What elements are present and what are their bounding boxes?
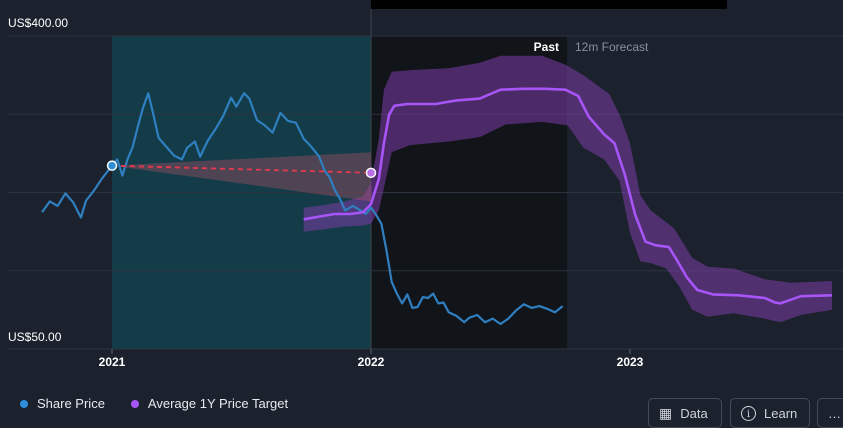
projection-dashed-line bbox=[111, 164, 372, 174]
price-chart: US$400.00 US$50.00 Past 12m Forecast 202… bbox=[8, 0, 843, 369]
share-price-line bbox=[41, 92, 564, 326]
legend-item-price-target[interactable]: Average 1Y Price Target bbox=[130, 396, 289, 411]
legend: Share Price Average 1Y Price Target bbox=[20, 396, 288, 411]
past-label: Past bbox=[534, 40, 559, 54]
legend-item-share-price[interactable]: Share Price bbox=[20, 396, 105, 411]
table-icon: ▦ bbox=[659, 404, 673, 421]
info-icon: i bbox=[741, 405, 756, 421]
learn-button[interactable]: i Learn bbox=[730, 398, 810, 428]
more-button[interactable]: … bbox=[817, 398, 843, 428]
y-axis-bottom-label: US$50.00 bbox=[8, 330, 62, 344]
projection-start-marker bbox=[106, 160, 118, 171]
x-tick-label: 2022 bbox=[358, 355, 385, 369]
forecast-label: 12m Forecast bbox=[575, 40, 649, 54]
price-target-dot-icon bbox=[130, 399, 139, 408]
projection-cone-layer bbox=[112, 152, 371, 202]
x-axis: 2021 2022 2023 bbox=[99, 349, 644, 369]
learn-button-label: Learn bbox=[764, 405, 798, 421]
x-tick-label: 2023 bbox=[617, 355, 644, 369]
x-tick-label: 2021 bbox=[99, 355, 126, 369]
legend-label-price-target: Average 1Y Price Target bbox=[147, 396, 289, 411]
series-layer bbox=[41, 87, 833, 326]
more-icon: … bbox=[828, 405, 841, 421]
y-axis-top-label: US$400.00 bbox=[8, 16, 68, 30]
projection-end-marker bbox=[365, 167, 377, 179]
price-target-line bbox=[303, 87, 833, 305]
data-button-label: Data bbox=[680, 405, 708, 421]
legend-label-share-price: Share Price bbox=[37, 396, 105, 411]
projection-cone bbox=[112, 152, 371, 202]
top-dark-strip bbox=[371, 0, 727, 9]
share-price-dot-icon bbox=[20, 399, 28, 408]
forecast-band bbox=[303, 55, 832, 323]
forecast-band-layer bbox=[303, 55, 832, 323]
data-button[interactable]: ▦ Data bbox=[648, 398, 722, 428]
